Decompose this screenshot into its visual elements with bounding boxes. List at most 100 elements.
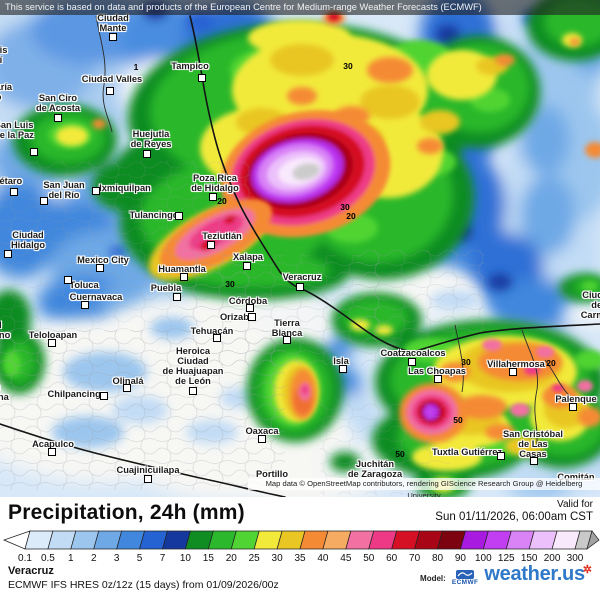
city-label: Tampico [171, 60, 209, 71]
contour-label: 30 [461, 357, 471, 367]
city-label: Cuernavaca [69, 291, 123, 302]
city-label: Ciudad Hidalgo [10, 229, 46, 250]
city-marker [296, 283, 304, 291]
contour-label: 30 [340, 202, 350, 212]
svg-text:10: 10 [180, 553, 192, 564]
city-marker [246, 304, 254, 312]
valid-time-block: Valid for Sun 01/11/2026, 06:00am CST [435, 499, 593, 523]
coastlines [0, 15, 600, 497]
region-label: Veracruz [8, 565, 54, 577]
oaxaca-core [294, 382, 312, 414]
city-label: Juchitán de Zaragoza [347, 458, 403, 479]
city-marker [10, 188, 18, 196]
city-label: Ciudad Mante [97, 12, 129, 33]
city-label: Las Choapas [408, 365, 466, 376]
city-marker [207, 241, 215, 249]
city-marker [64, 276, 72, 284]
legend-panel: Precipitation, 24h (mm) Valid for Sun 01… [0, 497, 600, 600]
city-marker [198, 74, 206, 82]
city-marker [173, 293, 181, 301]
ecmwf-banner: This service is based on data and produc… [0, 0, 600, 15]
city-label: Ciudad Altamirano [0, 320, 11, 340]
contour-label: 20 [546, 358, 556, 368]
city-marker [530, 457, 538, 465]
contour-label: 1 [133, 62, 139, 72]
city-label: Orizaba [219, 311, 255, 322]
city-marker [143, 150, 151, 158]
svg-text:0.5: 0.5 [41, 553, 55, 564]
svg-text:60: 60 [386, 553, 398, 564]
model-label: Model: [420, 574, 446, 583]
city-marker [434, 375, 442, 383]
city-label: Tehuacán [190, 325, 234, 336]
city-label: Mexico City [77, 254, 129, 265]
city-label: Teloloapan [28, 329, 78, 340]
precipitation-map[interactable]: Ciudad Mante Ciudad Valles Tampico San Ciro… [0, 0, 600, 497]
contour-label: 30 [343, 61, 353, 71]
city-marker [180, 273, 188, 281]
city-label: Toluca [69, 279, 99, 290]
city-marker [54, 114, 62, 122]
city-label: Córdoba [228, 295, 268, 306]
svg-text:50: 50 [363, 553, 375, 564]
svg-text:35: 35 [294, 553, 306, 564]
city-label: Técpan de Galeana [0, 382, 9, 402]
city-marker [81, 301, 89, 309]
city-label: Olinalá [112, 375, 144, 386]
city-label: San Ciro de Acosta [35, 92, 81, 113]
city-marker [175, 212, 183, 220]
city-marker [4, 250, 12, 258]
city-label: Teziutlán [202, 230, 242, 241]
city-marker [100, 392, 108, 400]
city-marker [123, 384, 131, 392]
svg-text:15: 15 [203, 553, 215, 564]
city-marker [569, 403, 577, 411]
city-label: Tuxtla Gutiérrez [431, 446, 503, 457]
city-marker [509, 368, 517, 376]
state-borders [95, 15, 573, 449]
city-marker [209, 193, 217, 201]
city-marker [144, 475, 152, 483]
contour-label: 50 [395, 449, 405, 459]
svg-text:5: 5 [137, 553, 143, 564]
contour-label: 20 [217, 196, 227, 206]
city-marker [283, 336, 291, 344]
weather-us-logo[interactable]: weather.us✲ [484, 563, 592, 585]
svg-text:45: 45 [340, 553, 352, 564]
svg-text:70: 70 [409, 553, 421, 564]
map-labels-layer: Ciudad Mante Ciudad Valles Tampico San Ciro… [0, 12, 600, 483]
svg-text:125: 125 [498, 553, 515, 564]
svg-text:20: 20 [226, 553, 238, 564]
city-marker [30, 148, 38, 156]
city-label: Ciudad del Carmen [580, 289, 600, 321]
city-label: Villahermosa [487, 358, 545, 369]
city-marker [243, 262, 251, 270]
city-label: Ciudad Valles [81, 73, 143, 84]
svg-text:1: 1 [68, 553, 74, 564]
city-label: Cuajinicuilapa [116, 464, 180, 475]
city-marker [189, 387, 197, 395]
city-marker [48, 448, 56, 456]
model-run-info: ECMWF IFS HRES 0z/12z (15 days) from 01/… [8, 579, 279, 591]
svg-text:80: 80 [432, 553, 444, 564]
svg-text:3: 3 [114, 553, 120, 564]
city-marker [408, 358, 416, 366]
city-marker [106, 87, 114, 95]
city-label: Puebla [150, 282, 182, 293]
city-marker [497, 452, 505, 460]
city-marker [258, 435, 266, 443]
colorbar: 0.1 0.5 1 2 3 5 7 10 15 20 25 30 35 40 45 50 60 70 80 90 100… [2, 530, 600, 564]
brand-block: Model: ECMWF weather.us✲ [420, 563, 594, 586]
city-label: San Juan del Río [43, 179, 85, 200]
svg-text:2: 2 [91, 553, 97, 564]
city-label: San Cristóbal de Las Casas [503, 428, 563, 460]
city-label: Acapulco [32, 438, 74, 449]
svg-text:100: 100 [475, 553, 492, 564]
city-marker [40, 197, 48, 205]
city-label: Tierra Blanca [271, 317, 303, 338]
sparkle-icon: ✲ [582, 564, 592, 576]
banner-text: This service is based on data and produc… [5, 2, 482, 12]
city-label: Xalapa [233, 251, 263, 262]
contour-label: 20 [346, 211, 356, 221]
